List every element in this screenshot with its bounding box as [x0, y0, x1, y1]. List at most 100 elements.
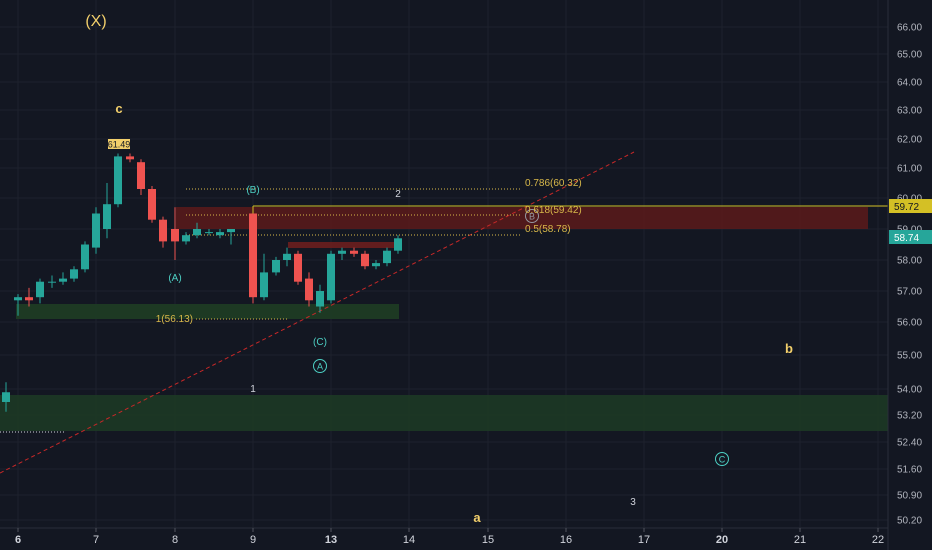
zones [0, 207, 888, 431]
high-price-tag-bg [108, 139, 130, 149]
candle [227, 229, 235, 245]
candle [59, 272, 67, 285]
y-tick-label: 61.00 [897, 164, 922, 175]
y-tick-label: 51.60 [897, 465, 922, 476]
candle [137, 159, 145, 195]
x-tick-label: 22 [872, 534, 884, 546]
candles [2, 153, 402, 412]
candle [159, 216, 167, 248]
candle [36, 278, 44, 304]
candle [260, 253, 268, 301]
candle [193, 222, 201, 239]
wave-label: c [115, 101, 122, 116]
y-tick-label: 55.00 [897, 351, 922, 362]
candle [383, 247, 391, 267]
high-price-tag: 61.49 [108, 140, 131, 150]
x-tick-label: 6 [15, 534, 21, 546]
resistance-zone [176, 207, 868, 229]
candle [114, 153, 122, 208]
candle [103, 183, 111, 239]
candle [394, 235, 402, 254]
y-tick-label: 64.00 [897, 78, 922, 89]
y-tick-label: 53.20 [897, 411, 922, 422]
price-tags: 59.72 58.74 [889, 199, 932, 244]
y-tick-label: 50.90 [897, 491, 922, 502]
candle [361, 250, 369, 270]
wave-label: b [785, 341, 793, 356]
wave-label-circled: C [719, 454, 726, 464]
wave-circle [715, 452, 729, 466]
wave-label-circled: B [529, 211, 535, 221]
candle [2, 382, 10, 412]
price-tag-bg [889, 199, 932, 213]
candle [182, 232, 190, 245]
wave-label: (B) [246, 185, 259, 196]
wave-label: (X) [85, 13, 106, 30]
candle [14, 294, 22, 316]
fib-level-label: 0.5(58.78) [525, 224, 571, 235]
y-tick-label: 57.00 [897, 287, 922, 298]
candle [372, 260, 380, 270]
wave-label: 3 [630, 497, 636, 508]
wave-label: 2 [395, 189, 401, 200]
x-tick-label: 14 [403, 534, 415, 546]
wave-label: (C) [313, 337, 327, 348]
y-tick-label: 62.00 [897, 135, 922, 146]
x-tick-label: 15 [482, 534, 494, 546]
candle [148, 186, 156, 223]
x-tick-label: 13 [325, 534, 337, 546]
y-tick-label: 63.00 [897, 106, 922, 117]
candle [305, 272, 313, 307]
y-tick-label: 65.00 [897, 50, 922, 61]
y-tick-label: 50.20 [897, 516, 922, 527]
fib-level-label: 0.786(60.32) [525, 178, 582, 189]
x-axis-ticks: 6 7 8 9 13 14 15 16 17 20 21 22 [15, 528, 884, 546]
resistance-zone-small [288, 242, 398, 248]
candle [70, 266, 78, 282]
candle [249, 213, 257, 304]
x-tick-label: 17 [638, 534, 650, 546]
wave-label-circled: A [317, 361, 323, 371]
candle [294, 250, 302, 285]
wave-circle [525, 209, 539, 223]
y-tick-label: 56.00 [897, 318, 922, 329]
wave-label: (A) [168, 273, 181, 284]
y-tick-label: 52.40 [897, 438, 922, 449]
x-tick-label: 21 [794, 534, 806, 546]
labels: (X) c 61.49 (A) (B) (C) A B C 1 2 3 a b 0.786(60.32) 0.… [85, 13, 793, 525]
candle [171, 207, 179, 260]
y-tick-label: 54.00 [897, 385, 922, 396]
price-tag-bg [889, 230, 932, 244]
support-zone-lower [0, 395, 888, 431]
x-tick-label: 9 [250, 534, 256, 546]
x-tick-label: 7 [93, 534, 99, 546]
candle [205, 229, 213, 236]
wave-label: a [473, 510, 481, 525]
candle [48, 275, 56, 288]
x-tick-label: 20 [716, 534, 728, 546]
candle [216, 229, 224, 239]
fib-level-label: 1(56.13) [156, 314, 193, 325]
x-tick-label: 16 [560, 534, 572, 546]
y-tick-label: 58.00 [897, 256, 922, 267]
y-tick-label: 66.00 [897, 23, 922, 34]
candle [327, 250, 335, 304]
x-tick-label: 8 [172, 534, 178, 546]
candle [338, 247, 346, 260]
fib-level-label: 0.618(59.42) [525, 205, 582, 216]
candle [92, 207, 100, 254]
price-tag-label: 59.72 [894, 202, 919, 213]
candle [126, 153, 134, 163]
candle [81, 241, 89, 273]
candle [350, 247, 358, 257]
candle [316, 284, 324, 313]
wave-circle [313, 359, 327, 373]
candle [272, 256, 280, 276]
price-tag-label: 58.74 [894, 233, 919, 244]
candle [283, 247, 291, 267]
support-zone-upper [16, 304, 399, 319]
wave-label: 1 [250, 384, 256, 395]
